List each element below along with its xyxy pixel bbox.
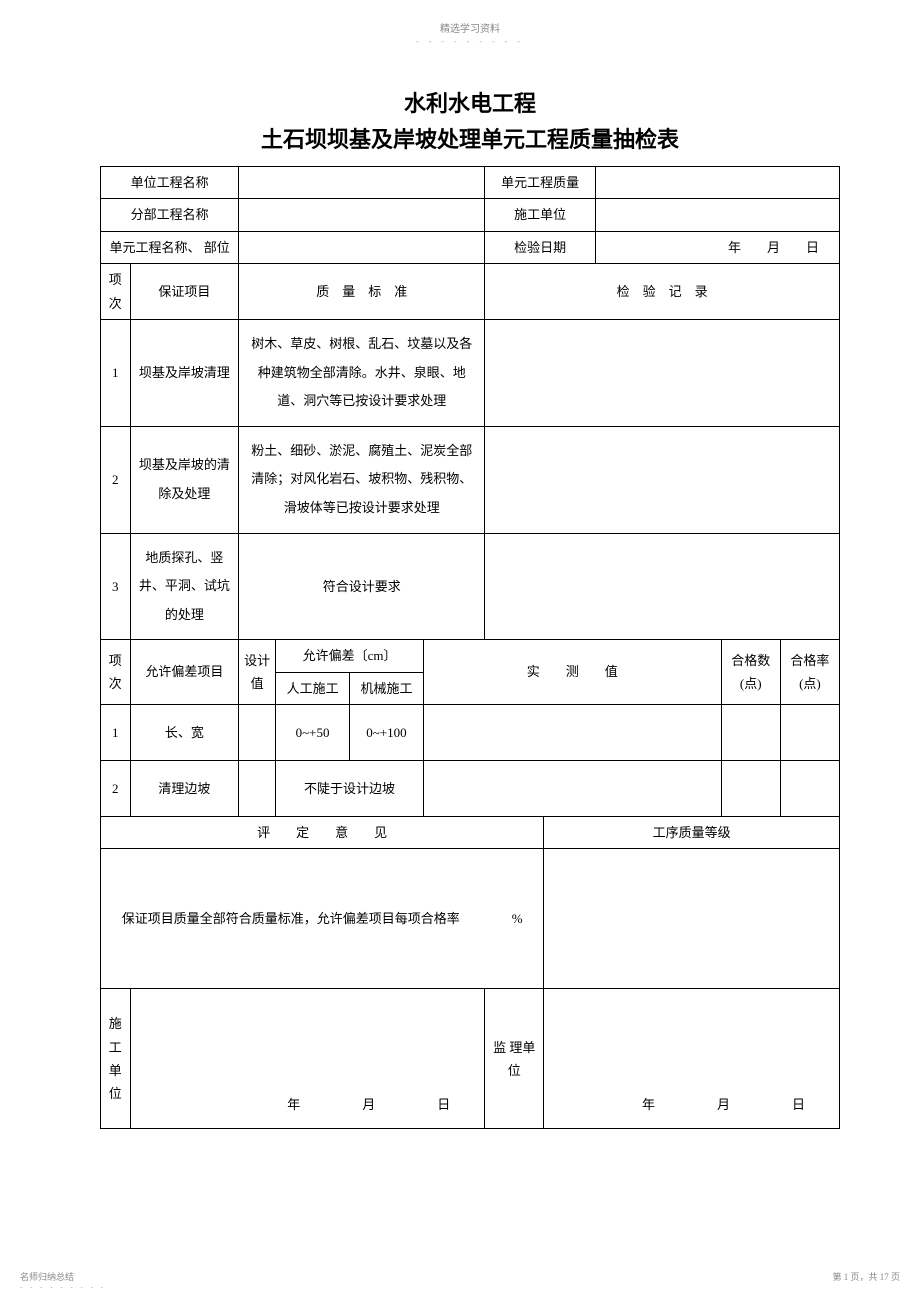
guarantee-seq-header: 项次 <box>101 264 131 320</box>
title-line2: 土石坝坝基及岸坡处理单元工程质量抽检表 <box>100 122 840 154</box>
deviation-measured-1 <box>423 705 721 761</box>
deviation-row-2: 2 清理边坡 不陡于设计边坡 <box>101 761 840 817</box>
inspection-date-value: 年 月 日 <box>596 231 840 263</box>
unit-project-quality-value <box>596 167 840 199</box>
deviation-manual-1: 0~+50 <box>276 705 350 761</box>
guarantee-standard-3: 符合设计要求 <box>239 533 485 640</box>
construction-unit-label: 施工单位 <box>485 199 596 231</box>
info-row-3: 单元工程名称、 部位 检验日期 年 月 日 <box>101 231 840 263</box>
evaluation-opinion-text: 保证项目质量全部符合质量标准，允许偏差项目每项合格率 % <box>101 849 544 989</box>
guarantee-record-1 <box>485 319 840 426</box>
sig-construction-area: 年 月 日 <box>130 989 485 1129</box>
deviation-allowed-header: 允许偏差〔cm〕 <box>276 640 424 672</box>
deviation-item-header: 允许偏差项目 <box>130 640 239 705</box>
unit-project-part-label: 单元工程名称、 部位 <box>101 231 239 263</box>
deviation-header-row-1: 项次 允许偏差项目 设计值 允许偏差〔cm〕 实 测 值 合格数 (点) 合格率… <box>101 640 840 672</box>
guarantee-row-2: 2 坝基及岸坡的清除及处理 粉土、细砂、淤泥、腐殖土、泥炭全部清除；对风化岩石、… <box>101 426 840 533</box>
deviation-mechanical-1: 0~+100 <box>350 705 424 761</box>
deviation-mechanical-header: 机械施工 <box>350 672 424 704</box>
guarantee-seq-3: 3 <box>101 533 131 640</box>
deviation-seq-2: 2 <box>101 761 131 817</box>
sig-construction-date: 年 月 日 <box>287 1093 462 1116</box>
deviation-rate-1 <box>780 705 839 761</box>
unit-project-name-label: 单位工程名称 <box>101 167 239 199</box>
evaluation-opinion-label: 评 定 意 见 <box>101 817 544 849</box>
title-line1: 水利水电工程 <box>100 86 840 118</box>
inspection-date-label: 检验日期 <box>485 231 596 263</box>
unit-project-part-value <box>239 231 485 263</box>
deviation-manual-header: 人工施工 <box>276 672 350 704</box>
footer-left: 名师归纳总结 <box>20 1270 74 1283</box>
sub-project-name-value <box>239 199 485 231</box>
guarantee-record-3 <box>485 533 840 640</box>
header-dots: - - - - - - - - - <box>100 37 840 46</box>
deviation-item-2: 清理边坡 <box>130 761 239 817</box>
deviation-measured-header: 实 测 值 <box>423 640 721 705</box>
evaluation-content-row: 保证项目质量全部符合质量标准，允许偏差项目每项合格率 % <box>101 849 840 989</box>
guarantee-item-3: 地质探孔、竖井、平洞、试坑的处理 <box>130 533 239 640</box>
deviation-row-1: 1 长、宽 0~+50 0~+100 <box>101 705 840 761</box>
guarantee-seq-2: 2 <box>101 426 131 533</box>
guarantee-row-3: 3 地质探孔、竖井、平洞、试坑的处理 符合设计要求 <box>101 533 840 640</box>
deviation-measured-2 <box>423 761 721 817</box>
sig-supervision-label: 监 理单 位 <box>485 989 544 1129</box>
guarantee-seq-1: 1 <box>101 319 131 426</box>
guarantee-standard-header: 质 量 标 准 <box>239 264 485 320</box>
page-footer: 名师归纳总结 第 1 页，共 17 页 - - - - - - - - - <box>20 1270 900 1291</box>
sub-project-name-label: 分部工程名称 <box>101 199 239 231</box>
deviation-seq-1: 1 <box>101 705 131 761</box>
guarantee-standard-1: 树木、草皮、树根、乱石、坟墓以及各种建筑物全部清除。水井、泉眼、地道、洞穴等已按… <box>239 319 485 426</box>
process-grade-label: 工序质量等级 <box>544 817 840 849</box>
page-container: 精选学习资料 - - - - - - - - - 水利水电工程 土石坝坝基及岸坡… <box>0 0 920 1303</box>
deviation-design-2 <box>239 761 276 817</box>
deviation-seq-header: 项次 <box>101 640 131 705</box>
deviation-design-1 <box>239 705 276 761</box>
deviation-combined-2: 不陡于设计边坡 <box>276 761 424 817</box>
deviation-count-2 <box>721 761 780 817</box>
info-row-2: 分部工程名称 施工单位 <box>101 199 840 231</box>
process-grade-value <box>544 849 840 989</box>
sig-construction-label: 施工单位 <box>101 989 131 1129</box>
guarantee-item-2: 坝基及岸坡的清除及处理 <box>130 426 239 533</box>
guarantee-standard-2: 粉土、细砂、淤泥、腐殖土、泥炭全部清除；对风化岩石、坡积物、残积物、滑坡体等已按… <box>239 426 485 533</box>
deviation-qualified-rate-header: 合格率 (点) <box>780 640 839 705</box>
signature-row: 施工单位 年 月 日 监 理单 位 年 月 日 <box>101 989 840 1129</box>
main-table: 单位工程名称 单元工程质量 分部工程名称 施工单位 单元工程名称、 部位 检验日… <box>100 166 840 1129</box>
header-watermark: 精选学习资料 <box>100 20 840 35</box>
unit-project-name-value <box>239 167 485 199</box>
footer-right: 第 1 页，共 17 页 <box>832 1270 900 1283</box>
deviation-design-header: 设计值 <box>239 640 276 705</box>
guarantee-row-1: 1 坝基及岸坡清理 树木、草皮、树根、乱石、坟墓以及各种建筑物全部清除。水井、泉… <box>101 319 840 426</box>
deviation-count-1 <box>721 705 780 761</box>
guarantee-item-header: 保证项目 <box>130 264 239 320</box>
guarantee-item-1: 坝基及岸坡清理 <box>130 319 239 426</box>
guarantee-record-2 <box>485 426 840 533</box>
deviation-qualified-count-header: 合格数 (点) <box>721 640 780 705</box>
construction-unit-value <box>596 199 840 231</box>
evaluation-header-row: 评 定 意 见 工序质量等级 <box>101 817 840 849</box>
deviation-rate-2 <box>780 761 839 817</box>
guarantee-header-row: 项次 保证项目 质 量 标 准 检 验 记 录 <box>101 264 840 320</box>
sig-supervision-area: 年 月 日 <box>544 989 840 1129</box>
sig-supervision-date: 年 月 日 <box>642 1093 817 1116</box>
deviation-item-1: 长、宽 <box>130 705 239 761</box>
guarantee-record-header: 检 验 记 录 <box>485 264 840 320</box>
unit-project-quality-label: 单元工程质量 <box>485 167 596 199</box>
footer-dots: - - - - - - - - - <box>20 1283 900 1291</box>
info-row-1: 单位工程名称 单元工程质量 <box>101 167 840 199</box>
